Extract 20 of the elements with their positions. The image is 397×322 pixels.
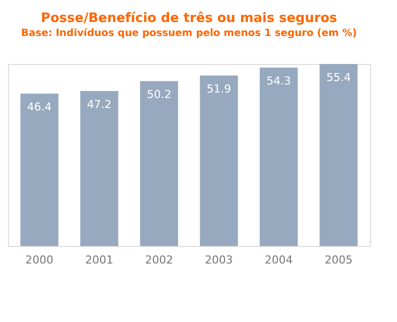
- data-label: 50.2: [146, 88, 172, 102]
- bar: [80, 90, 118, 246]
- chart-subtitle: Base: Indivíduos que possuem pelo menos 1 seguro (em %): [21, 28, 357, 39]
- x-tick-label: 2002: [145, 254, 174, 266]
- data-label: 46.4: [27, 100, 52, 114]
- chart-title: Posse/Benefício de três ou mais seguros: [40, 11, 338, 26]
- x-tick-label: 2001: [85, 254, 114, 266]
- bar: [200, 76, 238, 246]
- bar: [20, 94, 58, 246]
- data-label: 55.4: [326, 71, 351, 84]
- x-tick-label: 2000: [25, 254, 54, 266]
- data-label: 51.9: [206, 82, 232, 96]
- data-label: 54.3: [266, 74, 291, 88]
- x-tick-label: 2005: [324, 254, 353, 266]
- bar: [140, 81, 178, 246]
- x-tick-label: 2003: [204, 254, 233, 266]
- bar: [260, 68, 298, 246]
- data-label: 47.2: [87, 98, 112, 111]
- x-tick-label: 2004: [264, 254, 293, 266]
- bar: [320, 64, 358, 246]
